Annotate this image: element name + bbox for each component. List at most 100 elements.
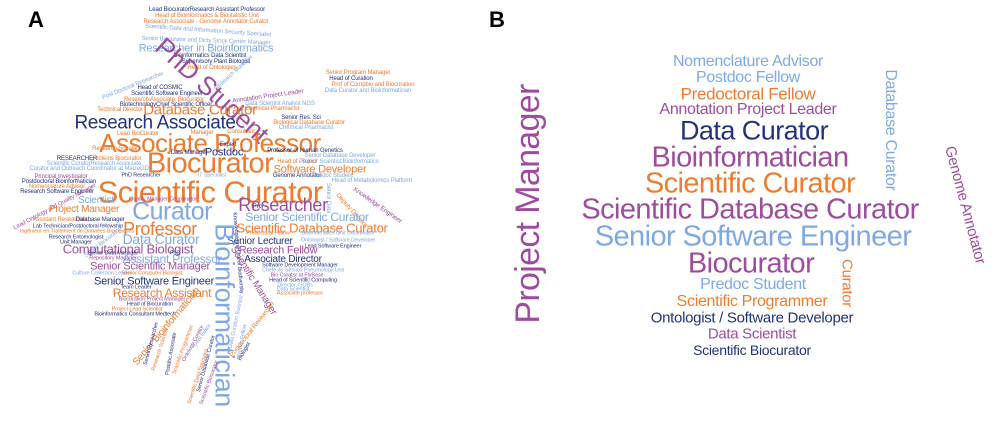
cloud-word: Repository Manager [89, 255, 137, 262]
cloud-word: Predoc Student [313, 173, 353, 179]
cloud-word: PhD Researcher [121, 172, 161, 179]
cloud-word: Scientific Programmer [676, 293, 828, 310]
cloud-word: Research Assistant [112, 286, 212, 300]
cloud-word: Curator [132, 197, 212, 226]
cloud-word: Senior Software Engineer [93, 275, 215, 288]
cloud-word: Assistant Researcher [32, 217, 88, 223]
cloud-word: Lead BioCurator [117, 131, 159, 137]
cloud-word: Software Developer [273, 163, 367, 176]
cloud-word: Senior Res. Sci [281, 115, 321, 121]
cloud-word: Head of Scientific Computing [269, 277, 337, 284]
cloud-word: Project Manager [48, 204, 120, 215]
panel-b-label: B [489, 7, 505, 32]
cloud-word: Associate professor [276, 290, 324, 297]
cloud-word: Head of COSMIC [137, 85, 183, 91]
cloud-word: Data Curator [122, 231, 200, 247]
cloud-word: Postdoc [204, 146, 244, 159]
cloud-word: Nomenclature Advisor [672, 53, 824, 70]
cloud-word: Head of Bioinformatics & Biostatistic Un… [155, 13, 259, 19]
cloud-word: Data Scientist [276, 286, 310, 293]
cloud-word: Consultant [227, 129, 255, 135]
cloud-word: Head of Curation [329, 76, 373, 82]
cloud-word: Unit Manager [60, 239, 92, 246]
cloud-word: Scientific Database Curator [581, 193, 919, 226]
cloud-word: Senior Software Engineer [594, 220, 912, 253]
cloud-word: Prof of Compbio and Biocuration [331, 82, 415, 88]
cloud-word: Bioinformatician [651, 141, 849, 174]
cloud-word: Director, GOBs [277, 282, 313, 289]
cloud-word: Chemical Pharmacist [278, 125, 334, 131]
cloud-word: Genome Annotator [272, 173, 322, 179]
cloud-word: Predoctoral Fellow [246, 230, 290, 237]
cloud-word: Lab Technician/Postdoctoral fellowship [32, 223, 124, 230]
cloud-word: Bioinformatics Unit Coordinator [301, 230, 375, 237]
cloud-word: Scientist [78, 195, 114, 206]
cloud-word: Assistant Professor [122, 252, 222, 266]
cloud-word: Postdoctoral Bioinformatician [21, 179, 97, 185]
panel-a-label: A [28, 7, 44, 32]
cloud-word: Data Scientist [707, 325, 797, 343]
cloud-word: Team Leader [120, 284, 152, 291]
cloud-word: Database Curator [143, 101, 257, 119]
cloud-word: Data Curator [679, 115, 829, 146]
cloud-word: Research Software Engineer [20, 189, 94, 195]
cloud-word: Biocuration Project Manager [118, 296, 186, 303]
cloud-word: BiotechnologyChief Scientific Officer [119, 102, 213, 108]
cloud-word: Biocurator [146, 147, 274, 180]
cloud-word: RESEARCHER [56, 156, 98, 162]
cloud-word: Head of Biocuration [126, 301, 174, 308]
cloud-word: Researcher [238, 195, 328, 215]
cloud-word: Senior Program Manager [325, 70, 391, 76]
cloud-word: Research Associate, Biocurator [123, 97, 205, 103]
cloud-word: Culture Collection Leader [72, 270, 132, 277]
cloud-word: Nomenclature Advisor [28, 184, 86, 190]
cloud-word: Proteins Biocurator [92, 156, 142, 162]
cloud-word: Associate Director [244, 254, 322, 265]
cloud-word: Ingénieur en Traitement de Données Biolo… [19, 228, 135, 235]
cloud-word: Research Associate - Genome Annotator Cu… [143, 19, 269, 25]
cloud-word: Bio Curator at FlyBase [270, 272, 324, 279]
cloud-word: Research Associate [74, 112, 236, 134]
cloud-word: Senior Lecturer [227, 236, 293, 247]
cloud-word: Lead BiocuratorResearch Assistant Profes… [149, 7, 265, 13]
cloud-word: Scientific Biocurator [693, 342, 811, 358]
cloud-word: Predoc Student [700, 276, 806, 293]
cloud-word: Scientific Software Engineer [131, 91, 203, 97]
cloud-word: Manager [190, 130, 214, 136]
cloud-word: Data Scientist Analyst NGS [245, 101, 315, 107]
cloud-word: Quality Manager Coordinator [129, 196, 197, 203]
cloud-word: Biological Database Curator [273, 120, 345, 126]
cloud-word: Data Manager [170, 150, 208, 156]
cloud-word: Prof [252, 204, 264, 210]
cloud-word: Bioinformatics Consultant Medtech [94, 311, 176, 318]
cloud-word: Chefe de Serviço Pneumology Unit [261, 267, 345, 274]
cloud-word: Chemical Pharmacist [244, 106, 300, 112]
cloud-word: Senior Scientist,Bioinformatics [301, 159, 379, 165]
cloud-word: Ontologist / Software Developer [650, 309, 854, 327]
cloud-word: Bioinformatics Data Scientist [173, 53, 247, 59]
cloud-word: Scientific Database Curator [236, 220, 388, 236]
cloud-word: Senior Scientific Curator [245, 210, 369, 224]
cloud-word: Associate Professor [99, 128, 321, 158]
cloud-word: Annotation Project Leader [659, 101, 837, 118]
cloud-word: Database Curator [882, 69, 899, 191]
cloud-word: Software Development Manager [262, 262, 338, 269]
cloud-word: Data Curator and Bioinformatician [324, 88, 412, 94]
cloud-word: Researcher in Bioinformatics [138, 42, 274, 55]
cloud-word: Research Entomologist [48, 234, 104, 241]
cloud-word: Curator and Outreach Coordinator at Maiz… [29, 166, 153, 172]
cloud-word: Curator [838, 259, 856, 307]
cloud-word: Lead Software Engineer [304, 243, 362, 250]
cloud-word: Professor [123, 219, 197, 239]
cloud-word: Supervisory Plant Biologist [181, 59, 251, 65]
cloud-word: Head of Project [277, 159, 317, 165]
cloud-word: Project Manager [509, 84, 547, 324]
cloud-word: PhD [169, 250, 181, 257]
cloud-word: IT Specialist [197, 172, 227, 179]
cloud-word: Ontologist / Software Developer [300, 237, 376, 244]
cloud-word: Senior Data Manager [87, 250, 139, 257]
cloud-word: Technical Director [97, 107, 143, 113]
